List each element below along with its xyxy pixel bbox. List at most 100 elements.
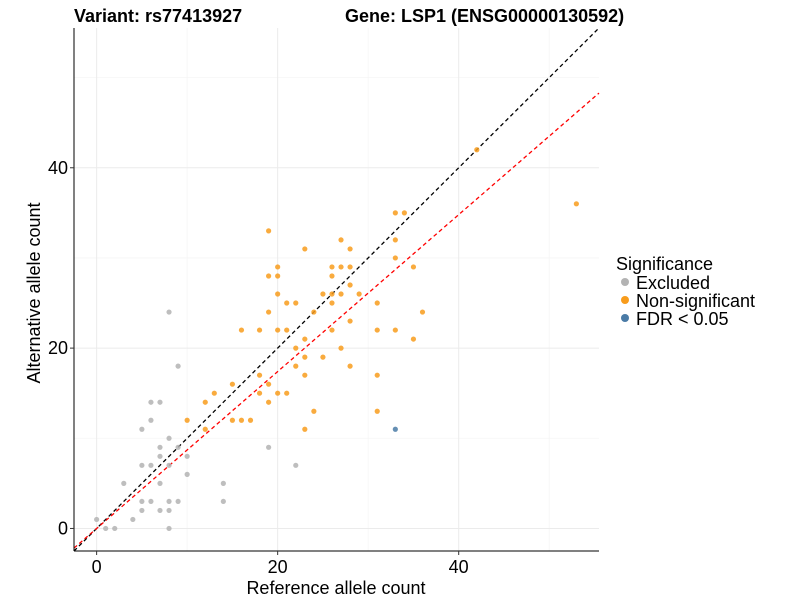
legend-label-fdr-0-05: FDR < 0.05 <box>636 309 729 329</box>
point-non-significant <box>266 273 272 279</box>
point-non-significant <box>284 300 290 306</box>
reference-lines <box>73 27 600 552</box>
point-non-significant <box>302 426 308 432</box>
y-tick-label: 40 <box>48 158 68 178</box>
point-excluded <box>166 462 172 468</box>
point-non-significant <box>392 210 398 216</box>
point-excluded <box>139 462 145 468</box>
point-excluded <box>220 498 226 505</box>
point-non-significant <box>419 309 426 315</box>
point-non-significant <box>266 228 272 234</box>
point-excluded <box>157 480 163 486</box>
point-non-significant <box>284 390 290 396</box>
point-excluded <box>139 426 145 432</box>
point-non-significant <box>338 237 344 243</box>
y-tick-label: 20 <box>48 338 68 358</box>
point-non-significant <box>302 336 308 342</box>
point-non-significant <box>311 408 317 414</box>
point-non-significant <box>256 372 263 378</box>
point-non-significant <box>329 300 335 306</box>
x-tick-label: 40 <box>449 557 469 577</box>
point-excluded <box>148 417 154 423</box>
legend-label-non-significant: Non-significant <box>636 291 755 311</box>
point-excluded <box>103 525 109 532</box>
point-non-significant <box>401 210 407 216</box>
point-non-significant <box>275 327 281 333</box>
point-non-significant <box>347 246 353 252</box>
point-non-significant <box>275 273 281 279</box>
point-non-significant <box>573 201 579 207</box>
legend-marker-excluded <box>621 278 629 286</box>
point-excluded <box>139 507 145 514</box>
point-excluded <box>175 498 181 505</box>
point-excluded <box>184 453 190 459</box>
point-excluded <box>220 480 226 486</box>
legend-title: Significance <box>616 254 713 274</box>
point-excluded <box>166 498 172 505</box>
data-points <box>94 147 579 532</box>
point-non-significant <box>256 327 263 333</box>
point-non-significant <box>347 282 353 288</box>
point-non-significant <box>302 246 308 252</box>
point-non-significant <box>302 372 308 378</box>
point-excluded <box>166 309 172 315</box>
point-non-significant <box>266 399 272 405</box>
point-non-significant <box>356 291 362 297</box>
point-excluded <box>166 435 172 441</box>
point-non-significant <box>238 327 245 333</box>
chart-title-gene: Gene: LSP1 (ENSG00000130592) <box>345 6 624 26</box>
point-non-significant <box>229 417 236 423</box>
point-excluded <box>157 444 163 450</box>
point-non-significant <box>284 327 290 333</box>
point-excluded <box>121 480 127 486</box>
point-non-significant <box>338 264 344 270</box>
point-non-significant <box>293 363 299 369</box>
point-excluded <box>157 453 163 459</box>
point-excluded <box>112 525 118 532</box>
point-excluded <box>175 363 181 369</box>
point-non-significant <box>392 327 398 333</box>
point-excluded <box>130 516 136 523</box>
point-non-significant <box>347 264 353 270</box>
point-excluded <box>166 507 172 514</box>
point-non-significant <box>374 408 380 414</box>
plot-area: 0 20 40 0 20 40 <box>48 27 600 577</box>
point-non-significant <box>320 291 326 297</box>
point-non-significant <box>275 291 281 297</box>
point-non-significant <box>256 390 263 396</box>
y-axis-title: Alternative allele count <box>24 202 44 383</box>
point-non-significant <box>374 327 380 333</box>
point-non-significant <box>338 291 344 297</box>
point-non-significant <box>238 417 245 423</box>
point-excluded <box>148 399 154 405</box>
point-excluded <box>166 525 172 532</box>
point-non-significant <box>275 390 281 396</box>
point-non-significant <box>293 300 299 306</box>
y-tick-label: 0 <box>58 518 68 538</box>
reference-line-1 <box>73 27 600 552</box>
point-non-significant <box>302 354 308 360</box>
point-non-significant <box>338 345 344 351</box>
point-non-significant <box>247 417 254 423</box>
point-non-significant <box>311 309 317 315</box>
point-non-significant <box>320 354 326 360</box>
reference-line-2 <box>73 92 600 549</box>
point-excluded <box>175 444 181 450</box>
point-non-significant <box>374 300 380 306</box>
point-non-significant <box>392 237 398 243</box>
legend: Significance ExcludedNon-significantFDR … <box>616 254 755 329</box>
point-non-significant <box>410 336 417 342</box>
x-axis-title: Reference allele count <box>246 578 425 598</box>
point-non-significant <box>266 309 272 315</box>
legend-marker-non-significant <box>621 296 629 304</box>
point-non-significant <box>293 345 299 351</box>
point-excluded <box>157 507 163 514</box>
point-excluded <box>184 471 190 477</box>
point-non-significant <box>329 273 335 279</box>
point-non-significant <box>266 381 272 387</box>
point-non-significant <box>410 264 417 270</box>
point-non-significant <box>347 318 353 324</box>
point-non-significant <box>202 399 208 405</box>
grid <box>74 28 599 551</box>
